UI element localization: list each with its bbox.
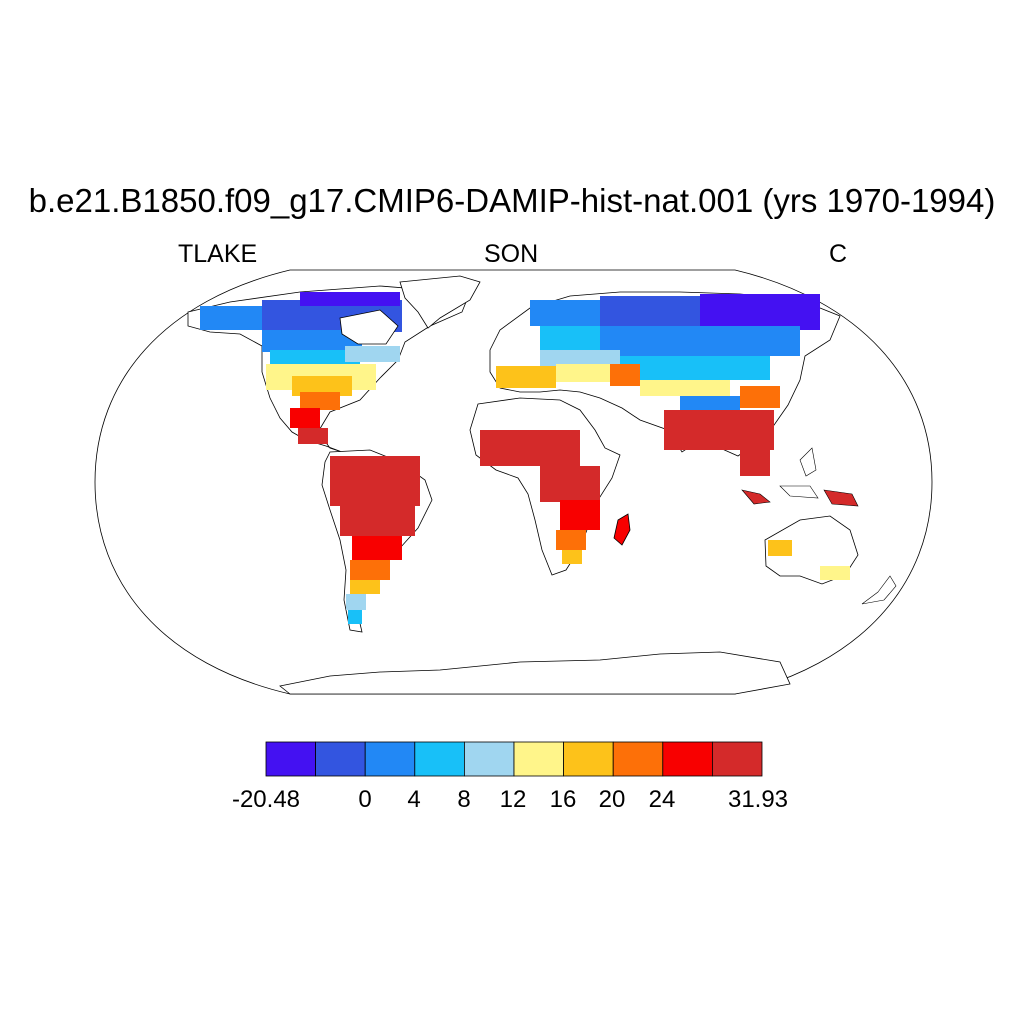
africa-cells: [480, 430, 600, 564]
colorbar-label: 12: [499, 786, 527, 813]
colorbar-swatch: [414, 741, 465, 777]
greenland-outline: [399, 275, 481, 329]
variable-label: TLAKE: [178, 240, 258, 268]
colorbar-label: 8: [457, 786, 471, 813]
colorbar-swatch: [364, 741, 416, 777]
colorbar-swatch: [612, 741, 664, 777]
colorbar-label: 4: [407, 786, 421, 813]
australia-cells: [768, 540, 850, 580]
antarctica-outline: [279, 651, 791, 695]
colorbar-label: 24: [648, 786, 676, 813]
map-title: b.e21.B1850.f09_g17.CMIP6-DAMIP-hist-nat…: [28, 182, 996, 219]
eurasia-cells: [496, 294, 820, 476]
colorbar-label: -20.48: [231, 786, 301, 813]
madagascar-outline: [613, 513, 631, 546]
colorbar-label: 16: [549, 786, 577, 813]
colorbar-label: 20: [598, 786, 626, 813]
hudson-bay: [339, 309, 399, 345]
south-america-cells: [330, 456, 420, 624]
colorbar-swatch: [563, 741, 614, 777]
units-label: C: [829, 240, 848, 268]
colorbar-swatch: [513, 741, 564, 777]
new-zealand-outline: [861, 575, 897, 605]
colorbar-swatch: [712, 741, 763, 777]
colorbar-swatch: [463, 741, 515, 777]
colorbar-swatch: [662, 741, 713, 777]
indonesia-islands: [741, 447, 859, 507]
colorbar-swatch: [315, 741, 366, 777]
colorbar-swatch: [265, 741, 316, 777]
colorbar-label: 0: [358, 786, 372, 813]
season-label: SON: [484, 240, 539, 268]
colorbar-label: 31.93: [727, 786, 789, 813]
